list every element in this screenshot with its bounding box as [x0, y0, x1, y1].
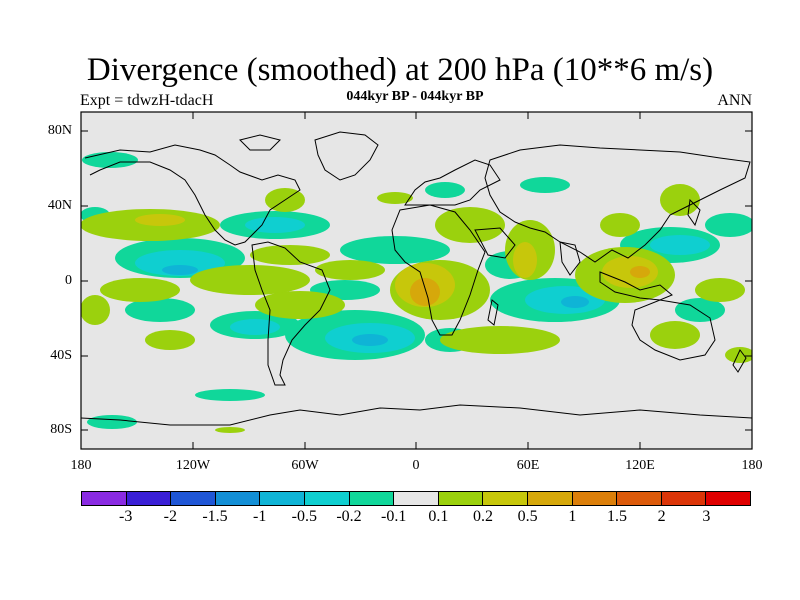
experiment-label: Expt = tdwzH-tdacH [80, 92, 214, 109]
lat-label-80n: 80N [47, 123, 72, 138]
colorbar-box [260, 492, 305, 505]
strong-negative-blobs [162, 265, 589, 346]
lat-label-equator: 0 [65, 273, 72, 288]
lon-label-180w: 180 [70, 458, 92, 473]
lon-label-60w: 60W [291, 458, 319, 473]
colorbar-box [394, 492, 439, 505]
colorbar-label: -0.1 [380, 508, 407, 525]
colorbar-box [82, 492, 127, 505]
contour-fill-layer [81, 152, 752, 433]
chart-title: Divergence (smoothed) at 200 hPa (10**6 … [86, 52, 714, 88]
colorbar-box [661, 492, 707, 505]
lon-label-120w: 120W [175, 458, 211, 473]
lat-label-40s: 40S [50, 348, 72, 363]
colorbar-box [304, 492, 350, 505]
lon-label-0: 0 [412, 458, 420, 473]
colorbar-label: 0.5 [517, 508, 538, 525]
colorbar-label: -3 [118, 508, 133, 525]
lat-label-80s: 80S [50, 422, 72, 437]
colorbar [81, 491, 751, 506]
colorbar-box [527, 492, 573, 505]
axis-ticks [80, 112, 753, 449]
colorbar-box [126, 492, 172, 505]
coastlines [81, 131, 752, 426]
colorbar-box [438, 492, 484, 505]
lon-label-180e: 180 [741, 458, 763, 473]
colorbar-label: -0.5 [291, 508, 317, 525]
period-subtitle: 044kyr BP - 044kyr BP [346, 89, 484, 104]
colorbar-label: 3 [702, 508, 711, 525]
strong-positive-blobs [410, 266, 650, 306]
colorbar-box [706, 492, 750, 505]
colorbar-label: 1 [568, 508, 577, 525]
colorbar-box [215, 492, 261, 505]
season-label: ANN [717, 92, 752, 109]
colorbar-label: -0.2 [336, 508, 362, 525]
colorbar-label: 1.5 [607, 508, 627, 525]
lon-label-120e: 120E [625, 458, 655, 473]
colorbar-label: 0.1 [428, 508, 449, 525]
lon-label-60e: 60E [516, 458, 540, 473]
colorbar-label: -1.5 [202, 508, 228, 525]
lat-label-40n: 40N [47, 198, 72, 213]
colorbar-box [572, 492, 618, 505]
colorbar-label: 2 [657, 508, 666, 525]
colorbar-box [349, 492, 395, 505]
colorbar-label: 0.2 [473, 508, 493, 525]
colorbar-label: -1 [252, 508, 267, 525]
colorbar-label: -2 [163, 508, 177, 525]
colorbar-box [171, 492, 216, 505]
colorbar-box [483, 492, 528, 505]
colorbar-box [617, 492, 662, 505]
